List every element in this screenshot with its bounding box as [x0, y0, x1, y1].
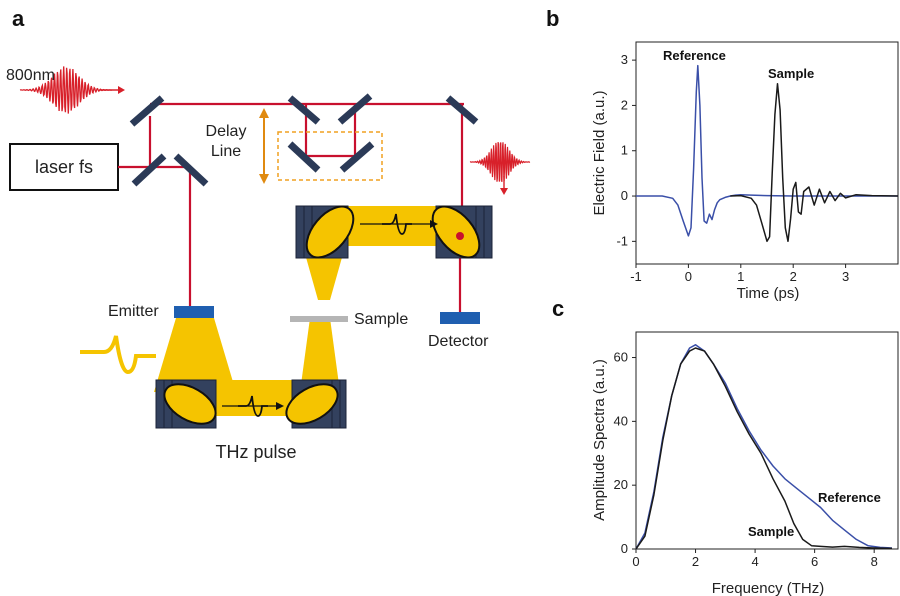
input-pulse-icon [19, 66, 125, 114]
panel-label-c: c [552, 296, 564, 321]
chart-c-series-reference [635, 344, 893, 550]
chart-c-xtick-label: 4 [751, 554, 758, 569]
chart-c-xtick-label: 8 [871, 554, 878, 569]
chart-c-xtick-label: 6 [811, 554, 818, 569]
wavelength-label: 800nm [6, 67, 55, 84]
chart-c-frame [635, 331, 899, 550]
thz-pulse-label: THz pulse [215, 442, 296, 462]
detector-label: Detector [428, 333, 489, 350]
chart-b-series-reference [636, 64, 898, 237]
delay-line-label-2: Line [211, 143, 241, 160]
chart-b-ytick-label: 3 [621, 52, 628, 67]
chart-b-xtick-label: 2 [790, 269, 797, 284]
chart-b-ylabel: Electric Field (a.u.) [591, 90, 608, 215]
lower-right-parabolic-mirror [285, 379, 347, 429]
chart-c-frequency-domain: 0 2 4 6 8 0 20 40 60 Reference Sample Frequency … [591, 331, 899, 596]
panel-label-a: a [12, 6, 25, 31]
mirror-set [129, 93, 479, 187]
thz-waveform-lower [222, 395, 284, 417]
chart-b-xtick-label: 1 [737, 269, 744, 284]
emitter-label: Emitter [108, 303, 159, 320]
chart-c-annotation-sample: Sample [748, 524, 794, 539]
chart-b-ytick-label: 2 [621, 97, 628, 112]
chart-b-series-sample [730, 82, 899, 243]
chart-c-xlabel: Frequency (THz) [712, 580, 825, 596]
chart-c-ytick-label: 0 [621, 541, 628, 556]
chart-c-ylabel: Amplitude Spectra (a.u.) [591, 359, 608, 521]
lower-left-parabolic-mirror [155, 379, 217, 429]
chart-c-annotation-reference: Reference [818, 490, 881, 505]
delay-line-box [277, 131, 383, 181]
panel-label-b: b [546, 6, 559, 31]
delay-arrow-icon [259, 108, 269, 184]
chart-b-annotation-sample: Sample [768, 66, 814, 81]
sample-label: Sample [354, 311, 408, 328]
upper-left-parabolic-mirror [295, 205, 355, 259]
chart-b-ytick-label: 0 [621, 188, 628, 203]
chart-c-ytick-label: 60 [614, 350, 628, 365]
chart-b-frame [635, 41, 899, 265]
detector-block [440, 312, 480, 324]
probe-pulse-icon [469, 142, 531, 195]
chart-c-xtick-label: 2 [692, 554, 699, 569]
laser-label: laser fs [35, 157, 93, 177]
chart-b-xtick-label: 0 [685, 269, 692, 284]
chart-b-xtick-label: 3 [842, 269, 849, 284]
chart-c-xtick-label: 0 [632, 554, 639, 569]
chart-b-annotation-reference: Reference [663, 48, 726, 63]
laser-source-box [9, 143, 119, 191]
chart-c-series-sample [635, 347, 893, 550]
chart-b-ytick-label: -1 [616, 233, 628, 248]
sample-plate [290, 316, 348, 322]
delay-line-label-1: Delay [206, 123, 247, 140]
chart-c-ytick-label: 40 [614, 413, 628, 428]
chart-c-ytick-label: 20 [614, 477, 628, 492]
upper-right-parabolic-mirror [431, 205, 493, 259]
chart-b-ytick-label: 1 [621, 143, 628, 158]
thz-pulse-icon [80, 335, 156, 375]
emitter-block [174, 306, 214, 318]
chart-b-xlabel: Time (ps) [737, 285, 800, 302]
chart-b-xtick-label: -1 [630, 269, 642, 284]
thz-waveform-upper [360, 213, 438, 235]
setup-diagram: 800nm laser fs [6, 66, 531, 462]
